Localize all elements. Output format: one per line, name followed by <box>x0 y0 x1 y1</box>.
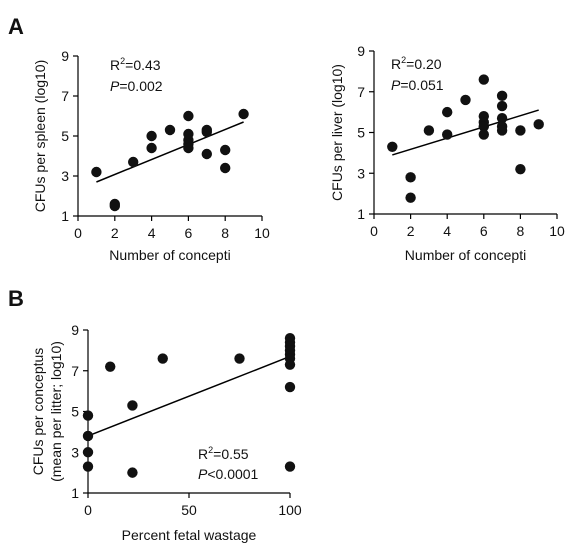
y-axis-title-line2: (mean per litter; log10) <box>48 341 64 482</box>
x-tick-label: 8 <box>221 225 229 241</box>
data-point <box>515 163 526 175</box>
data-point <box>157 353 168 364</box>
regression-line <box>392 109 539 156</box>
data-point <box>146 142 157 154</box>
x-tick-label: 100 <box>278 502 302 518</box>
r-squared-label: R2=0.55 <box>198 445 249 462</box>
y-tick-label: 1 <box>61 208 69 224</box>
x-tick-label: 2 <box>111 225 119 241</box>
y-tick-label: 1 <box>71 485 79 501</box>
p-value-label: P<0.0001 <box>198 466 259 482</box>
data-point <box>238 108 249 120</box>
y-tick-label: 9 <box>71 322 79 338</box>
x-tick-label: 0 <box>84 502 92 518</box>
y-axis-title: CFUs per spleen (log10) <box>32 60 48 213</box>
y-tick-label: 5 <box>71 404 79 420</box>
y-tick-label: 7 <box>71 363 79 379</box>
p-value-label: P=0.051 <box>391 77 444 93</box>
data-point <box>82 447 94 458</box>
x-tick-label: 4 <box>443 223 451 239</box>
data-point <box>201 126 212 138</box>
x-tick-label: 10 <box>254 225 270 241</box>
data-point <box>478 129 489 140</box>
data-point <box>82 461 94 472</box>
data-point <box>82 410 94 421</box>
data-point <box>405 172 416 183</box>
x-tick-label: 6 <box>480 223 488 239</box>
y-tick-label: 7 <box>61 88 69 104</box>
y-tick-label: 5 <box>357 125 365 141</box>
y-tick-label: 1 <box>357 206 365 222</box>
x-tick-label: 10 <box>549 223 565 239</box>
x-tick-label: 0 <box>74 225 82 241</box>
data-point <box>284 381 296 393</box>
x-tick-label: 8 <box>517 223 525 239</box>
data-point <box>387 141 398 152</box>
y-tick-label: 9 <box>357 43 365 59</box>
data-point <box>220 144 231 156</box>
chart-liver: 1 3 5 7 9 0 2 4 6 8 10 Number of concepti CFUs per l… <box>329 43 565 263</box>
data-point <box>405 192 416 203</box>
data-point <box>284 461 296 472</box>
data-point <box>127 400 138 411</box>
data-point <box>183 142 194 154</box>
r-squared-label: R2=0.20 <box>391 55 442 72</box>
x-axis-title: Number of concepti <box>405 247 526 263</box>
y-tick-label: 3 <box>71 444 79 460</box>
data-point <box>460 94 471 106</box>
panel-letter-b: B <box>8 286 24 311</box>
y-tick-label: 7 <box>357 84 365 100</box>
x-axis-title: Percent fetal wastage <box>122 527 257 543</box>
data-point <box>201 148 212 160</box>
x-tick-label: 50 <box>181 502 197 518</box>
data-point <box>515 125 526 136</box>
y-tick-label: 3 <box>357 165 365 181</box>
p-value-label: P=0.002 <box>110 78 163 94</box>
data-point <box>183 110 194 122</box>
r-squared-label: R2=0.43 <box>110 56 161 73</box>
y-axis-title: CFUs per liver (log10) <box>329 64 345 201</box>
data-point <box>496 90 508 102</box>
chart-fetal-wastage: 1 3 5 7 9 0 50 100 Percent fetal wastage CFUs per… <box>30 322 302 543</box>
data-point <box>82 430 94 442</box>
data-point <box>105 361 116 372</box>
x-tick-label: 2 <box>407 223 415 239</box>
data-point <box>442 129 453 140</box>
data-point <box>109 200 121 212</box>
x-axis-title: Number of concepti <box>109 247 230 263</box>
data-point <box>234 353 245 364</box>
data-point <box>220 162 231 174</box>
panel-letter-a: A <box>8 14 24 39</box>
x-tick-label: 6 <box>185 225 193 241</box>
data-point <box>496 100 508 112</box>
data-point <box>423 125 435 136</box>
data-point <box>164 124 176 136</box>
data-point <box>478 74 489 85</box>
data-point <box>284 359 296 370</box>
data-point <box>496 125 508 136</box>
y-tick-label: 9 <box>61 48 69 64</box>
data-point <box>533 119 544 130</box>
data-point <box>442 106 453 118</box>
y-tick-label: 3 <box>61 168 69 184</box>
x-tick-label: 0 <box>370 223 378 239</box>
data-point <box>127 467 138 478</box>
data-point <box>91 166 102 178</box>
y-axis-title: CFUs per conceptus <box>30 348 46 476</box>
data-point <box>478 121 489 132</box>
data-point <box>496 113 508 124</box>
chart-spleen: 1 3 5 7 9 0 2 4 6 8 10 Number of concepti CFUs per s… <box>32 48 270 263</box>
regression-line <box>96 121 244 183</box>
data-point <box>128 156 139 168</box>
x-tick-label: 4 <box>148 225 156 241</box>
data-point <box>146 130 157 142</box>
y-tick-label: 5 <box>61 128 69 144</box>
regression-line <box>87 355 291 437</box>
